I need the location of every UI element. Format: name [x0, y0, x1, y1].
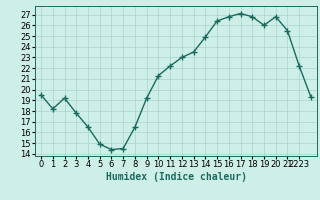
X-axis label: Humidex (Indice chaleur): Humidex (Indice chaleur): [106, 172, 246, 182]
